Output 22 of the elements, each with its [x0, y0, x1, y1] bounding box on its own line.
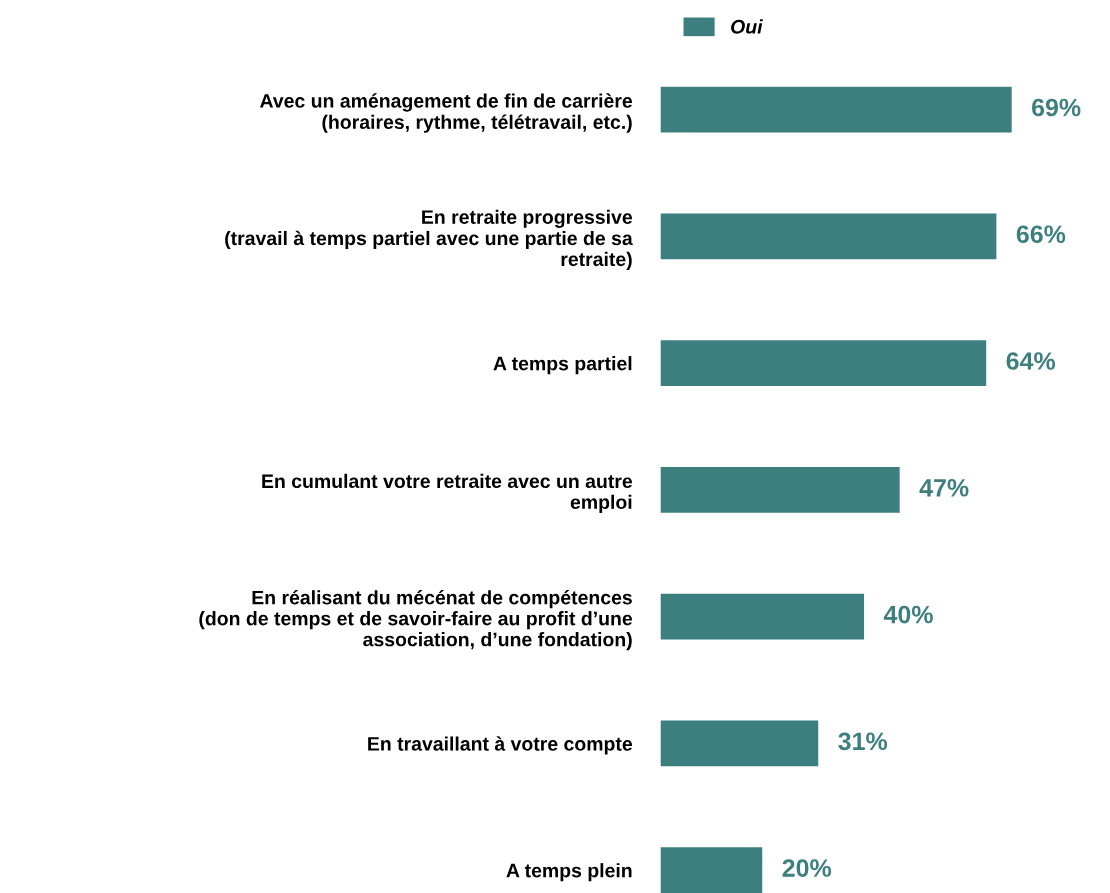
bar [660, 720, 819, 767]
bar [660, 340, 987, 386]
y-tick-label: Avec un aménagement de fin de carrière (horaires, rythme, télétravail, etc.) [260, 93, 633, 133]
data-label: 20% [782, 859, 832, 877]
y-tick-label: En réalisant du mécénat de compétences (don de temps et de savoir-faire au profit d’une association, d’une fondation) [199, 590, 633, 651]
y-tick-label: A temps plein [506, 863, 632, 882]
data-label: 31% [838, 732, 888, 751]
bar [660, 593, 865, 640]
data-label: 69% [1032, 98, 1081, 117]
bar [660, 213, 997, 260]
y-tick-label: En retraite progressive (travail à temps partiel avec une partie de sa retraite) [225, 209, 633, 270]
bar [660, 467, 900, 513]
data-label: 40% [883, 605, 933, 624]
bar [660, 86, 1012, 133]
data-label: 47% [919, 478, 969, 497]
y-tick-label: A temps partiel [493, 356, 632, 375]
y-tick-label: En cumulant votre retraite avec un autre emploi [262, 473, 633, 513]
legend-label: Oui [731, 19, 763, 34]
data-label: 66% [1016, 225, 1066, 244]
data-label: 64% [1006, 352, 1056, 370]
bar [660, 847, 763, 893]
y-tick-label: En travaillant à votre compte [368, 736, 633, 755]
